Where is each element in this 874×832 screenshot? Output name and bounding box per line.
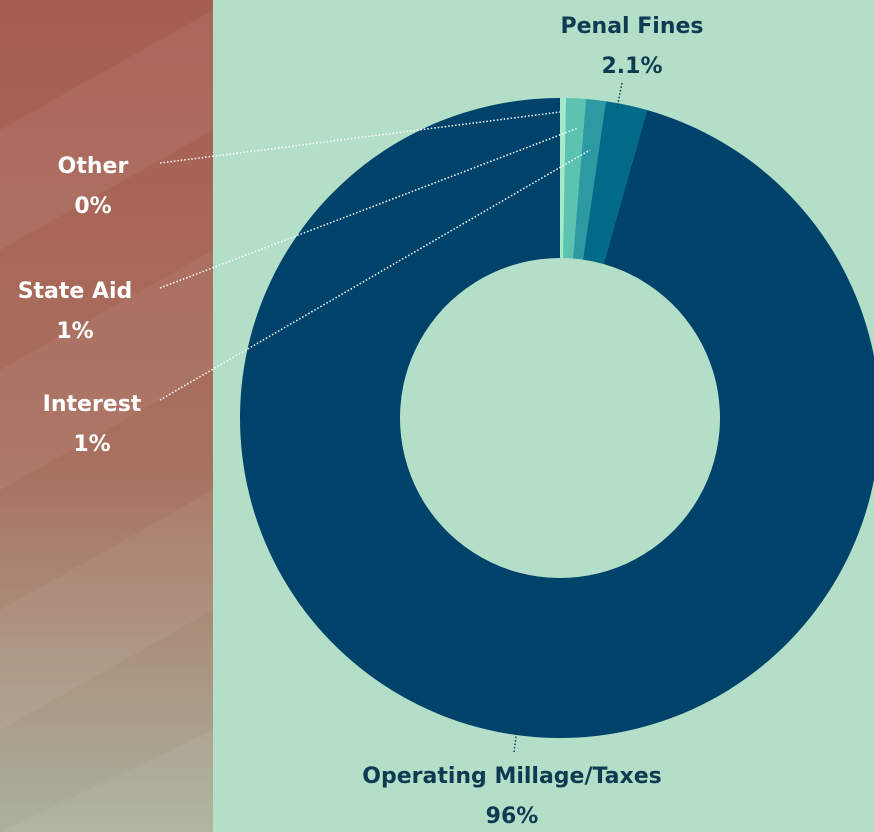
slice	[563, 98, 587, 259]
category-label: Interest	[43, 392, 142, 417]
side-stripes	[0, 10, 213, 832]
leader-line	[616, 82, 623, 109]
value-label: 2.1%	[601, 54, 662, 79]
category-label: State Aid	[18, 279, 133, 304]
value-label: 1%	[56, 319, 93, 344]
slice	[240, 98, 874, 738]
leader-line	[159, 127, 579, 289]
labels: Other 0% State Aid 1% Interest 1% Penal Fines 2…	[18, 14, 704, 829]
slice	[573, 99, 606, 260]
leader-line	[159, 111, 561, 164]
slice	[560, 98, 567, 259]
category-label: Penal Fines	[561, 14, 704, 39]
category-label: Other	[58, 154, 129, 179]
leader-line	[159, 149, 591, 401]
donut	[240, 98, 874, 738]
side-panel	[0, 0, 213, 832]
slice	[582, 101, 648, 265]
value-label: 1%	[73, 432, 110, 457]
value-label: 96%	[486, 804, 539, 829]
category-label: Operating Millage/Taxes	[362, 764, 661, 789]
value-label: 0%	[74, 194, 111, 219]
leader-line	[513, 721, 519, 753]
